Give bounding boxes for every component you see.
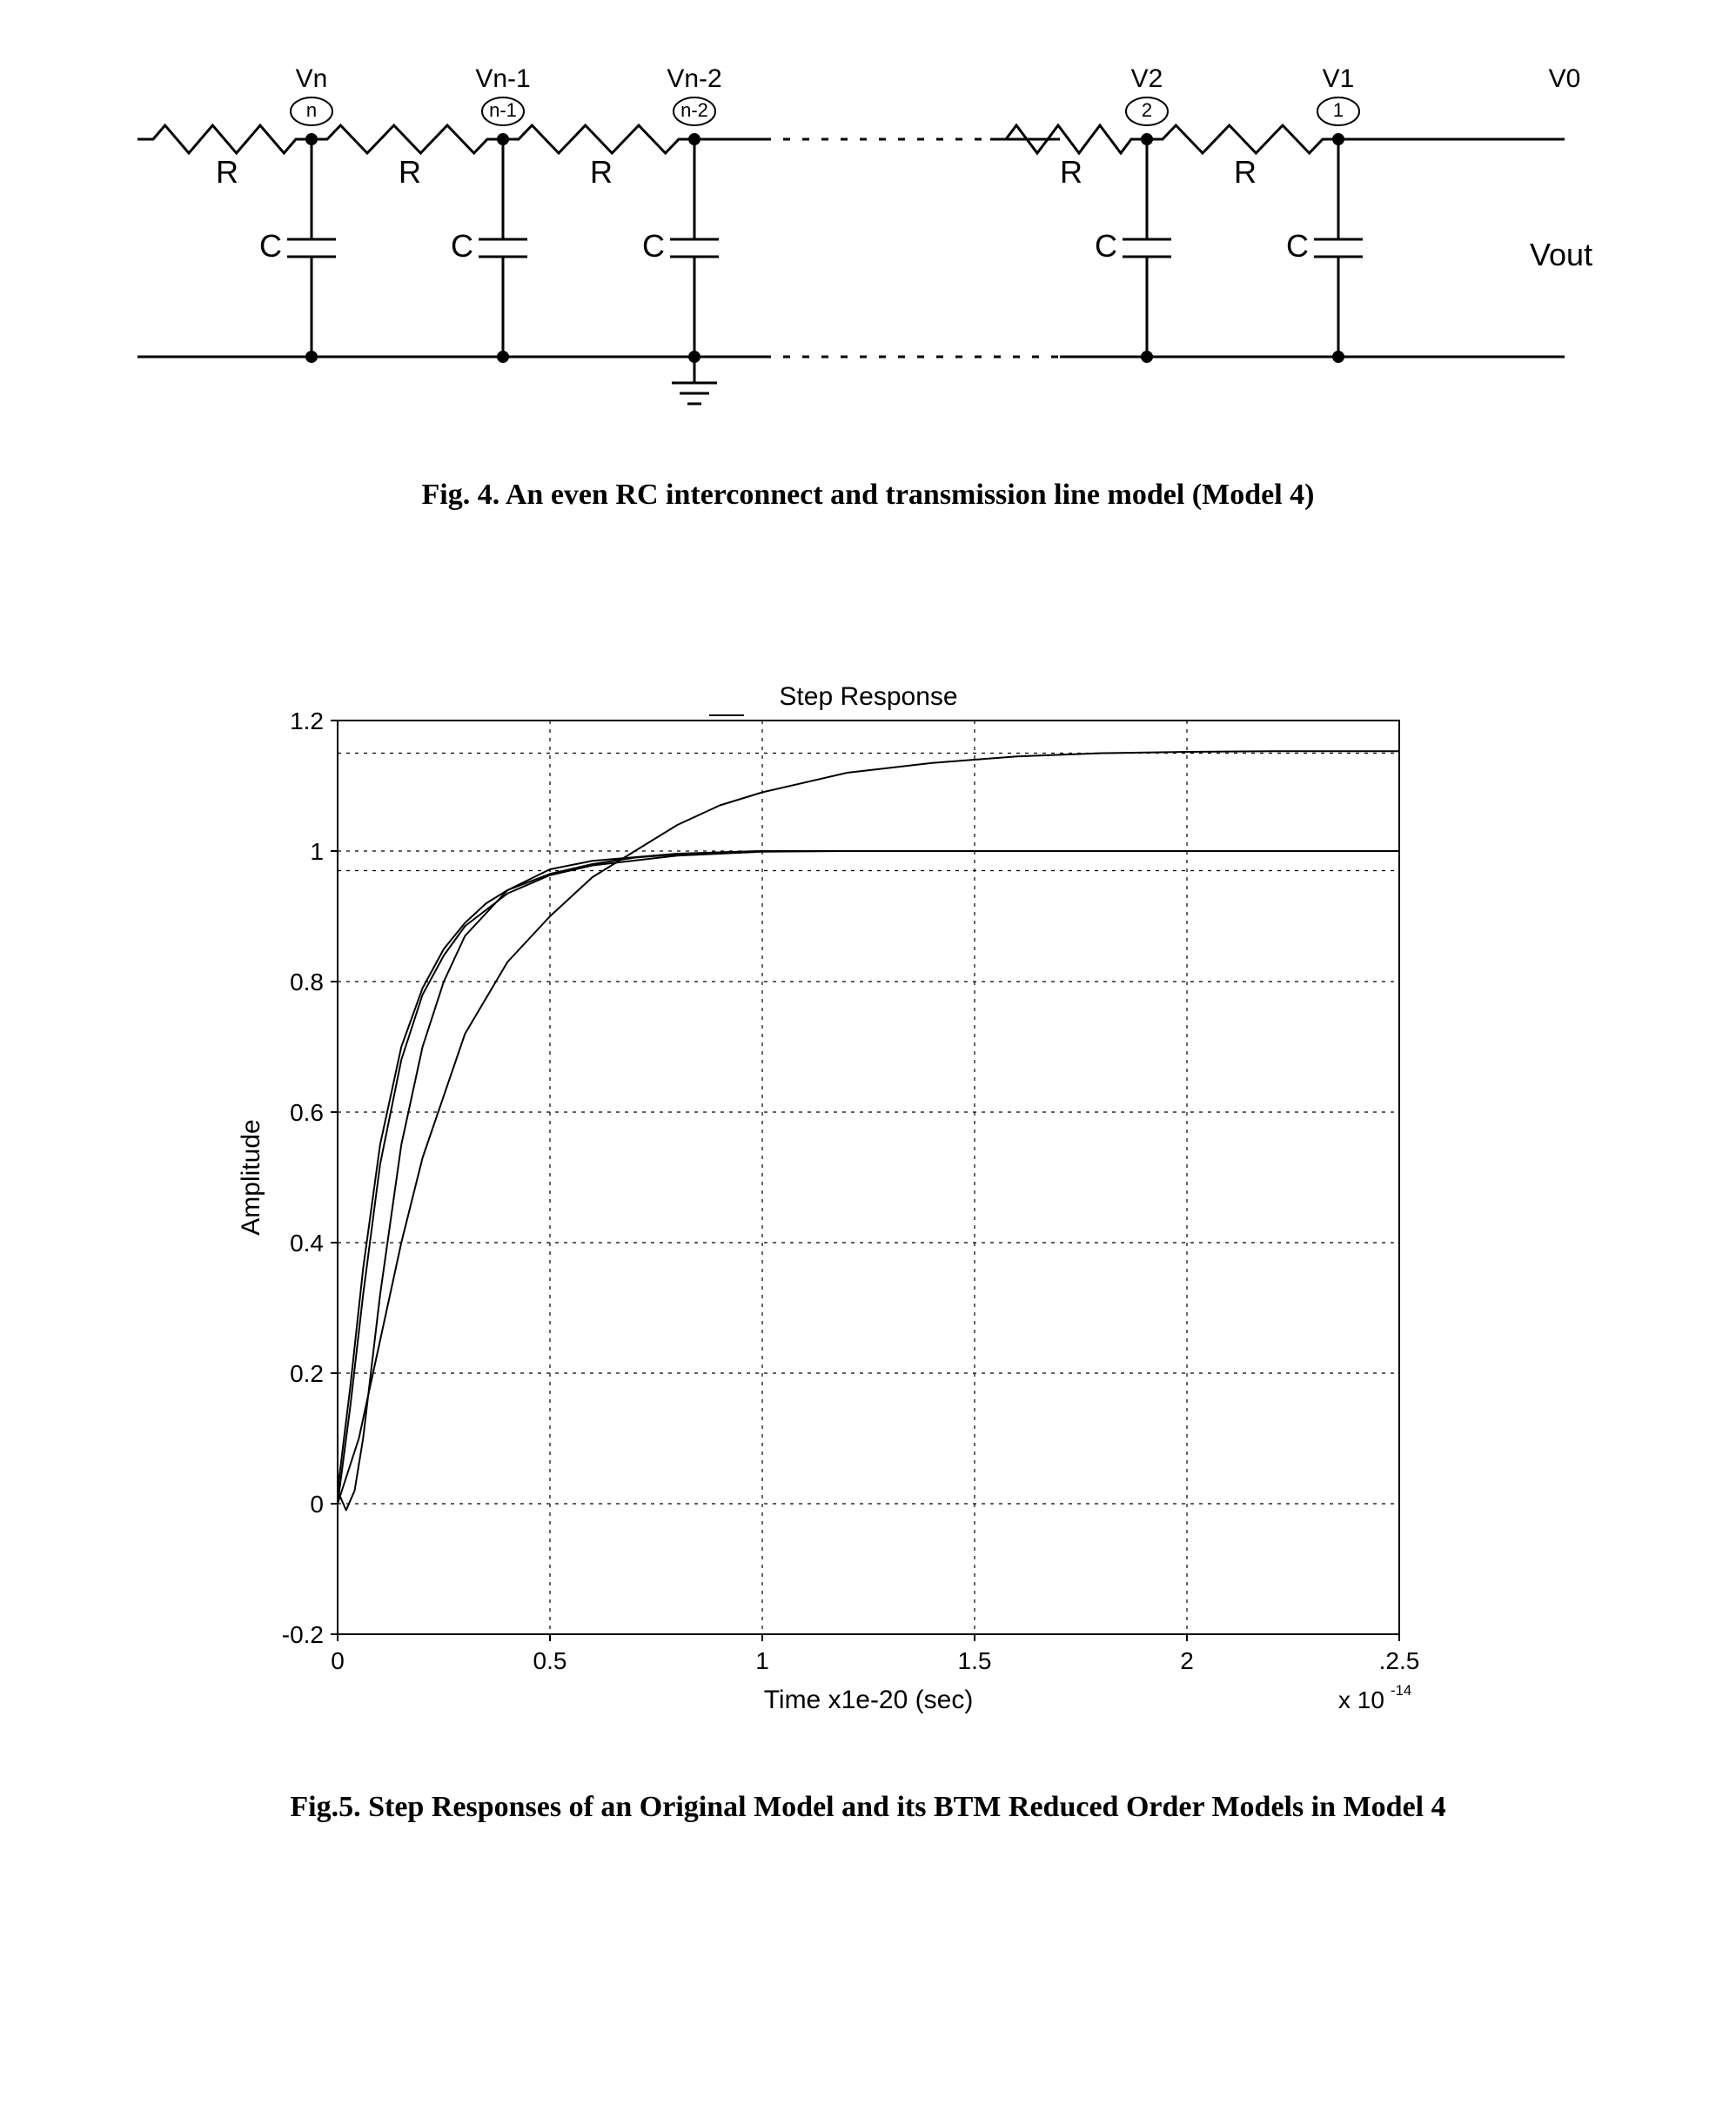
svg-text:0.8: 0.8	[290, 969, 324, 996]
svg-text:Vout: Vout	[1530, 237, 1592, 272]
svg-text:Vn-1: Vn-1	[475, 64, 530, 93]
svg-text:0: 0	[331, 1647, 345, 1674]
svg-text:Step Response: Step Response	[779, 682, 957, 711]
svg-text:n-1: n-1	[489, 99, 517, 121]
circuit-diagram: n Vn R Cn-1 Vn-1 R Cn-2 Vn-2 R C 2 V2 R C 1 V1 R C V0 Vout	[85, 35, 1652, 453]
vertical-spacer	[17, 512, 1719, 668]
figure-4-block: nVnRCn-1Vn-1RCn-2Vn-2RC2V2RC1V1RCV0Vout …	[17, 35, 1719, 512]
svg-text:R: R	[1060, 154, 1082, 190]
svg-text:-0.2: -0.2	[281, 1621, 323, 1648]
svg-text:V2: V2	[1130, 64, 1163, 93]
svg-text:C: C	[259, 228, 282, 264]
svg-text:1: 1	[755, 1647, 769, 1674]
svg-text:Vn-2: Vn-2	[667, 64, 721, 93]
svg-text:R: R	[216, 154, 238, 190]
svg-text:-14: -14	[1391, 1682, 1411, 1699]
svg-text:1.5: 1.5	[957, 1647, 991, 1674]
svg-text:C: C	[451, 228, 473, 264]
svg-text:1: 1	[310, 838, 324, 865]
svg-text:0.4: 0.4	[290, 1230, 324, 1257]
svg-text:1.2: 1.2	[290, 707, 324, 734]
svg-text:2: 2	[1180, 1647, 1194, 1674]
step-response-chart: 0 0.5 1 1.5 2 .2.5 -0.2 0 0.2 0.4 0.6 0.8 1 1.2 Step R…	[216, 668, 1521, 1765]
svg-text:n-2: n-2	[680, 99, 708, 121]
svg-text:V0: V0	[1548, 64, 1580, 93]
svg-text:Time x1e-20 (sec): Time x1e-20 (sec)	[763, 1686, 973, 1714]
figure-5-caption: Fig.5. Step Responses of an Original Mod…	[290, 1791, 1445, 1824]
svg-text:.2.5: .2.5	[1378, 1647, 1419, 1674]
figure-5-block: 0 0.5 1 1.5 2 .2.5 -0.2 0 0.2 0.4 0.6 0.8 1 1.2 Step R…	[17, 668, 1719, 1824]
svg-text:C: C	[1286, 228, 1309, 264]
svg-text:x 10: x 10	[1338, 1686, 1384, 1713]
svg-text:R: R	[1234, 154, 1257, 190]
svg-text:Amplitude: Amplitude	[237, 1119, 265, 1235]
svg-text:1: 1	[1332, 99, 1343, 121]
svg-text:0.2: 0.2	[290, 1360, 324, 1387]
svg-text:0.5: 0.5	[533, 1647, 566, 1674]
svg-text:C: C	[642, 228, 665, 264]
svg-text:R: R	[399, 154, 421, 190]
svg-text:V1: V1	[1322, 64, 1354, 93]
svg-text:n: n	[305, 99, 316, 121]
svg-text:0.6: 0.6	[290, 1099, 324, 1126]
svg-text:2: 2	[1141, 99, 1151, 121]
svg-text:Vn: Vn	[295, 64, 327, 93]
svg-text:R: R	[590, 154, 613, 190]
svg-text:C: C	[1095, 228, 1117, 264]
figure-4-caption: Fig. 4. An even RC interconnect and tran…	[422, 479, 1315, 512]
svg-text:0: 0	[310, 1491, 324, 1518]
